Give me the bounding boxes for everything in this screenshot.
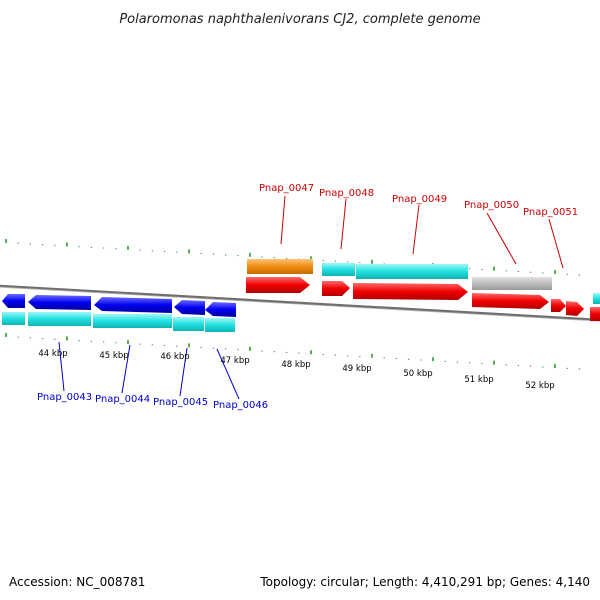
- gene-cyan-block: [2, 312, 25, 325]
- backbone-inner-line: [0, 286, 600, 322]
- kbp-scale-label: 50 kbp: [403, 369, 432, 379]
- gene-label-bottom: Pnap_0043: [37, 392, 92, 403]
- forward-strand-genes: [246, 259, 600, 321]
- gene-red-arrow: [551, 299, 566, 312]
- leader-line-pnap-0043: [58, 341, 65, 392]
- gene-orange-block: [247, 259, 313, 274]
- gene-cyan-block: [205, 318, 235, 332]
- gene-red-arrow: [322, 281, 350, 296]
- gene-cyan-block: [322, 263, 355, 276]
- kbp-scale-label: 48 kbp: [281, 360, 310, 370]
- gene-cyan-block: [356, 264, 468, 279]
- reverse-strand-genes: [2, 294, 236, 332]
- gene-label-top: Pnap_0047: [259, 183, 314, 194]
- gene-blue-arrow: [2, 294, 25, 308]
- gene-blue-arrow: [174, 300, 205, 315]
- gene-blue-arrow: [94, 297, 172, 313]
- gene-label-top: Pnap_0050: [464, 200, 519, 211]
- gene-cyan-block: [173, 317, 204, 331]
- lower-tick-row: [5, 333, 581, 370]
- gene-red-arrow: [246, 277, 310, 293]
- accession-text: Accession: NC_008781: [9, 575, 145, 589]
- map-title: Polaromonas naphthalenivorans CJ2, compl…: [119, 12, 480, 27]
- gene-label-top: Pnap_0051: [523, 207, 578, 218]
- leader-line-pnap-0050: [486, 212, 517, 265]
- gene-gray-block: [472, 277, 552, 290]
- leader-line-pnap-0046: [216, 348, 240, 400]
- gene-blue-arrow: [28, 295, 91, 310]
- kbp-scale-label: 52 kbp: [525, 381, 554, 391]
- kbp-scale-label: 46 kbp: [160, 352, 189, 362]
- gene-cyan-block: [28, 312, 91, 326]
- gene-cyan-block: [93, 314, 172, 328]
- kbp-scale-label: 49 kbp: [342, 364, 371, 374]
- gene-cyan-block: [593, 293, 600, 304]
- gene-red-arrow: [566, 301, 584, 316]
- gene-red-block: [590, 307, 600, 321]
- gene-label-top: Pnap_0049: [392, 194, 447, 205]
- leader-line-pnap-0044: [121, 344, 131, 394]
- kbp-scale-labels: 44 kbp 45 kbp 46 kbp 47 kbp 48 kbp 49 kb…: [38, 349, 554, 391]
- gene-label-top: Pnap_0048: [319, 188, 374, 199]
- leader-line-pnap-0049: [412, 204, 420, 255]
- topology-text: Topology: circular; Length: 4,410,291 bp…: [259, 575, 590, 589]
- bottom-gene-labels: Pnap_0043 Pnap_0044 Pnap_0045 Pnap_0046: [37, 392, 268, 411]
- kbp-scale-label: 45 kbp: [99, 351, 128, 361]
- leader-line-pnap-0047: [280, 195, 286, 245]
- top-gene-labels: Pnap_0047 Pnap_0048 Pnap_0049 Pnap_0050 …: [259, 183, 578, 218]
- kbp-scale-label: 51 kbp: [464, 375, 493, 385]
- leader-line-pnap-0045: [179, 347, 188, 397]
- backbone: [0, 284, 600, 322]
- kbp-scale-label: 44 kbp: [38, 349, 67, 359]
- backbone-outer-line: [0, 284, 600, 322]
- gene-label-bottom: Pnap_0044: [95, 394, 150, 405]
- leader-line-pnap-0051: [548, 218, 564, 269]
- top-label-leaders: [280, 195, 564, 269]
- gene-red-arrow: [353, 283, 468, 300]
- gene-label-bottom: Pnap_0045: [153, 397, 208, 408]
- bottom-label-leaders: [58, 341, 240, 400]
- gene-blue-arrow: [205, 302, 236, 317]
- kbp-scale-label: 47 kbp: [220, 356, 249, 366]
- gene-label-bottom: Pnap_0046: [213, 400, 268, 411]
- leader-line-pnap-0048: [340, 198, 347, 250]
- gene-red-arrow: [472, 293, 549, 309]
